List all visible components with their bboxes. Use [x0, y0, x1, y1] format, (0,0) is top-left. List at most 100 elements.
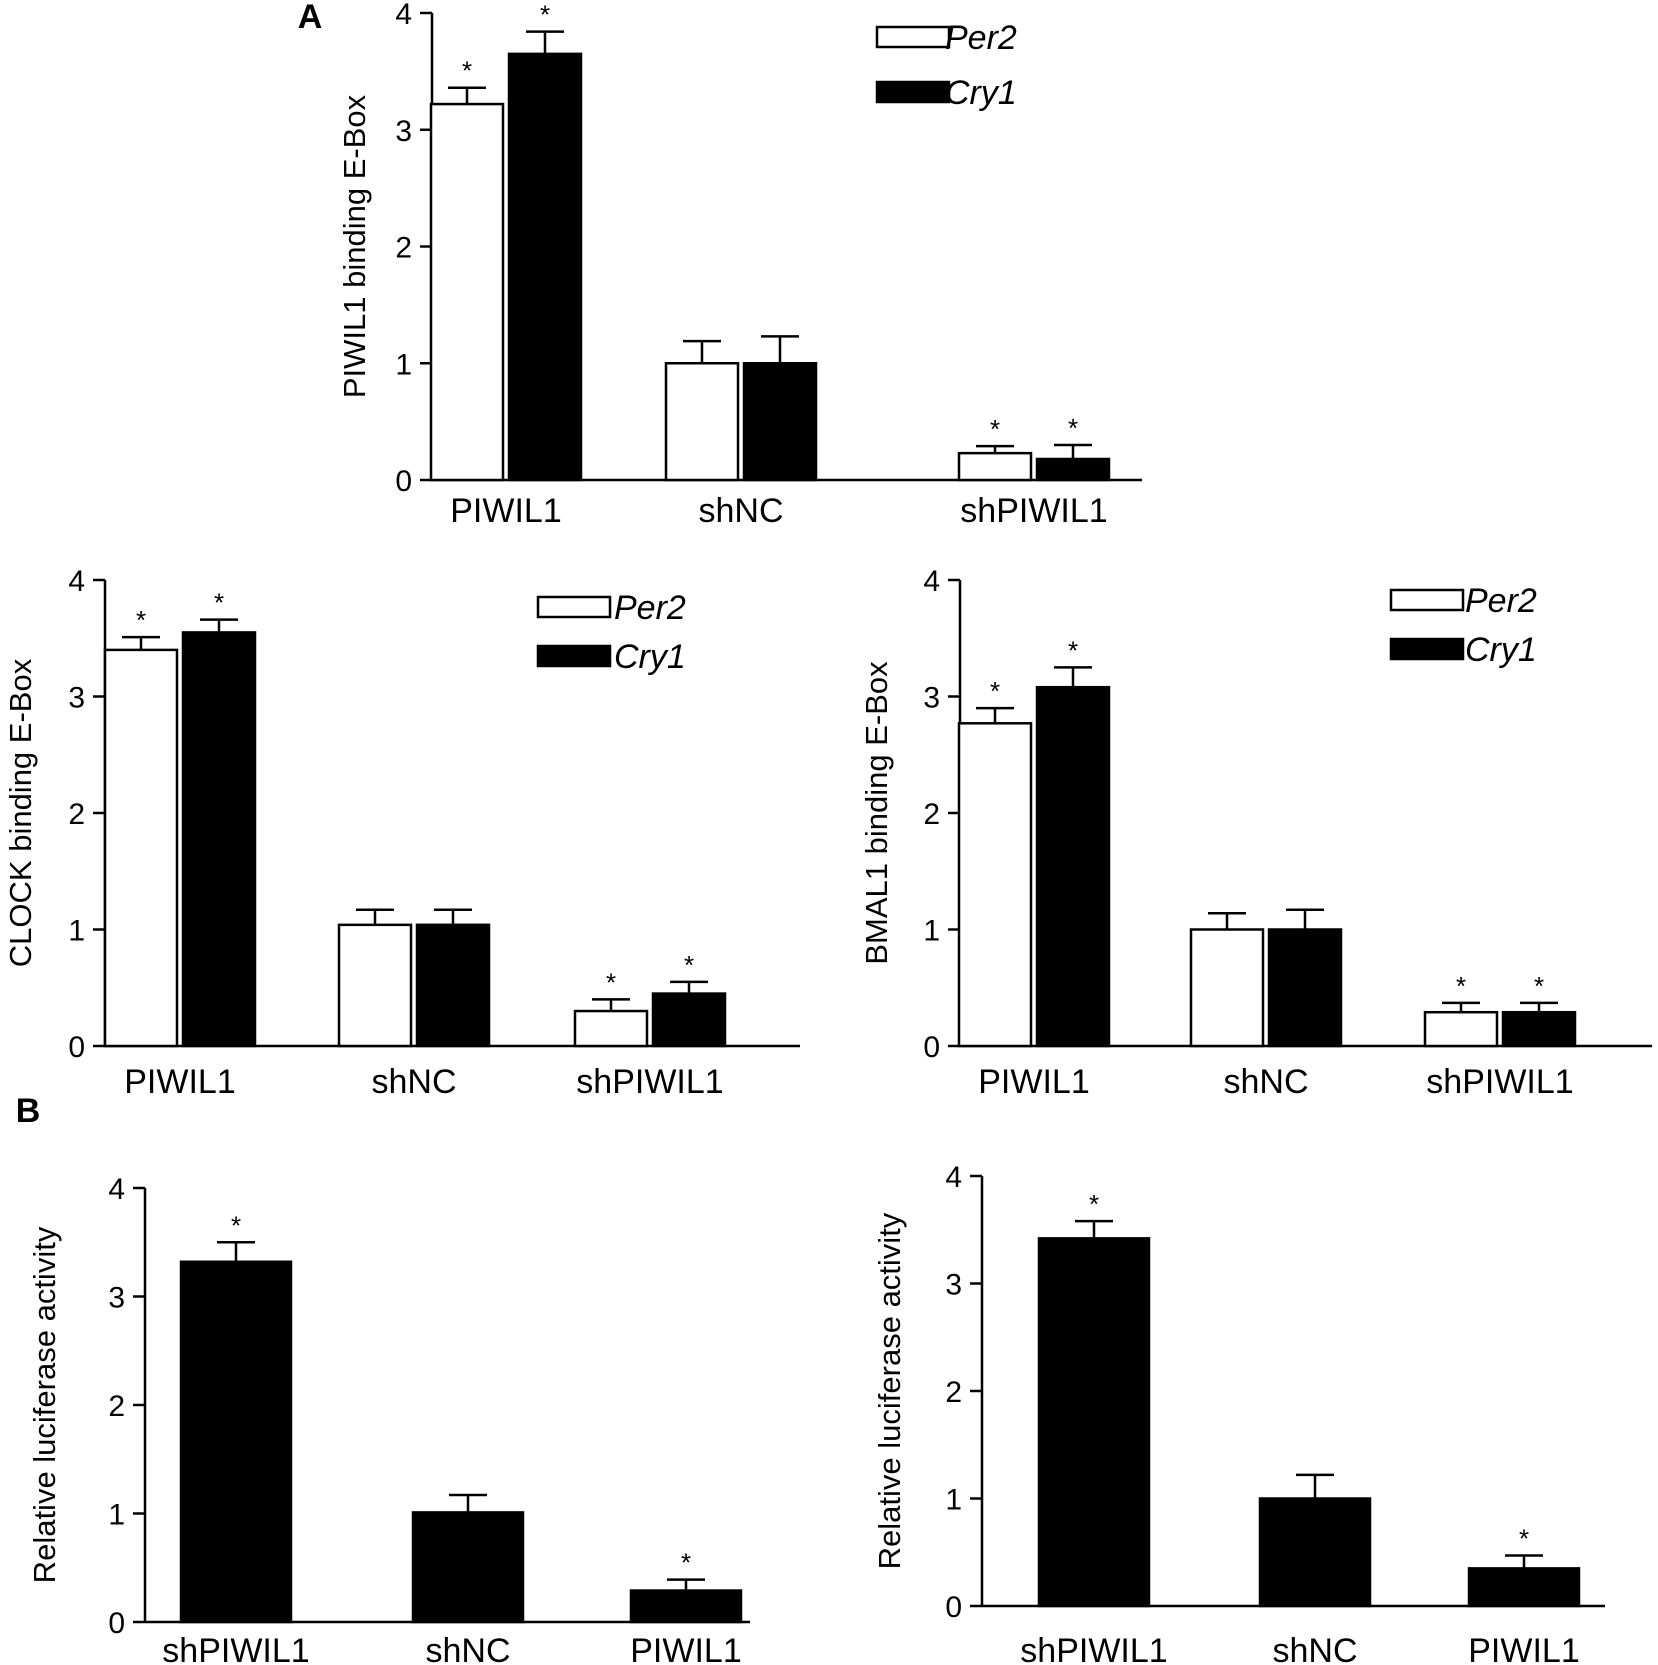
y-tick-label: 0	[395, 465, 412, 498]
legend-label: Per2	[945, 19, 1017, 57]
legend: Per2 Cry1	[1389, 582, 1537, 669]
significance-marker: *	[1456, 971, 1466, 1001]
y-tick-label: 1	[395, 348, 412, 381]
x-tick-label: PIWIL1	[1468, 1632, 1579, 1665]
legend: Per2 Cry1	[875, 19, 1017, 112]
y-axis-label: BMAL1 binding E-Box	[859, 661, 894, 965]
significance-marker: *	[462, 56, 472, 86]
x-tick-label: shNC	[1272, 1632, 1357, 1665]
y-tick-label: 0	[108, 1607, 125, 1640]
legend-swatch	[1389, 588, 1465, 612]
bar	[411, 1511, 525, 1624]
x-tick-label: PIWIL1	[124, 1063, 235, 1101]
x-tick-label: shNC	[425, 1632, 510, 1665]
y-tick-label: 3	[395, 115, 412, 148]
significance-marker: *	[990, 676, 1000, 706]
bar	[103, 648, 179, 1048]
y-tick-label: 4	[945, 1161, 962, 1194]
bar	[629, 1589, 743, 1624]
significance-marker: *	[540, 0, 550, 30]
x-tick-label: shNC	[1223, 1063, 1308, 1101]
bar	[651, 992, 727, 1048]
bar	[181, 631, 257, 1048]
y-tick-label: 3	[68, 682, 85, 715]
bar	[742, 362, 818, 482]
significance-marker: *	[684, 950, 694, 980]
y-tick-label: 4	[923, 565, 940, 598]
significance-marker: *	[1534, 971, 1544, 1001]
significance-marker: *	[681, 1548, 691, 1578]
significance-marker: *	[1068, 635, 1078, 665]
x-tick-label: PIWIL1	[978, 1063, 1089, 1101]
y-tick-label: 2	[395, 232, 412, 265]
y-axis-label: Relative luciferase activity	[27, 1226, 62, 1583]
y-tick-label: 1	[923, 915, 940, 948]
legend-label: Cry1	[614, 638, 686, 676]
bar	[1035, 685, 1111, 1048]
legend: Per2 Cry1	[536, 589, 686, 676]
y-tick-label: 1	[945, 1484, 962, 1517]
significance-marker: *	[1068, 413, 1078, 443]
significance-marker: *	[214, 588, 224, 618]
bar	[1267, 928, 1343, 1048]
charts-group: 0 1 2 3 4 PIWIL1 binding E-Box * * PIWIL1 shNC * * s…	[3, 0, 1652, 1665]
chart-2: 0 1 2 3 4 CLOCK binding E-Box * * PIWIL1 shNC * * sh…	[3, 565, 800, 1101]
bar	[1467, 1567, 1581, 1608]
y-tick-label: 1	[68, 915, 85, 948]
bar	[507, 52, 583, 482]
significance-marker: *	[1519, 1523, 1529, 1553]
y-tick-label: 2	[923, 798, 940, 831]
bar	[429, 102, 505, 482]
y-axis-label: CLOCK binding E-Box	[3, 658, 38, 967]
bar	[1501, 1010, 1577, 1048]
y-tick-label: 0	[923, 1031, 940, 1064]
legend-label: Per2	[1465, 582, 1537, 620]
bar	[1037, 1237, 1151, 1608]
legend-label: Cry1	[945, 74, 1017, 112]
bar	[1423, 1010, 1499, 1048]
bar	[664, 362, 740, 482]
significance-marker: *	[990, 414, 1000, 444]
y-tick-label: 4	[395, 0, 412, 31]
x-tick-label: shPIWIL1	[1020, 1632, 1167, 1665]
bar	[1189, 928, 1265, 1048]
x-tick-label: shPIWIL1	[162, 1632, 309, 1665]
y-tick-label: 3	[923, 682, 940, 715]
y-tick-label: 0	[945, 1591, 962, 1624]
chart-5: 0 1 2 3 4 Relative luciferase activity * shPIWI…	[872, 1161, 1605, 1665]
bar	[573, 1009, 649, 1048]
bar	[957, 451, 1033, 482]
chart-4: 0 1 2 3 4 Relative luciferase activity * shPIWI…	[27, 1173, 750, 1665]
legend-swatch	[536, 644, 612, 668]
bar	[415, 923, 491, 1048]
legend-swatch	[1389, 637, 1465, 661]
legend-swatch	[875, 25, 951, 49]
y-tick-label: 2	[68, 798, 85, 831]
y-axis-label: Relative luciferase activity	[872, 1212, 907, 1569]
significance-marker: *	[1089, 1189, 1099, 1219]
y-tick-label: 4	[68, 565, 85, 598]
y-tick-label: 3	[945, 1269, 962, 1302]
x-tick-label: shPIWIL1	[576, 1063, 723, 1101]
y-tick-label: 3	[108, 1282, 125, 1315]
legend-label: Cry1	[1465, 631, 1537, 669]
legend-swatch	[536, 595, 612, 619]
x-tick-label: shNC	[698, 492, 783, 530]
significance-marker: *	[606, 967, 616, 997]
y-axis-label: PIWIL1 binding E-Box	[337, 94, 372, 398]
bar	[957, 722, 1033, 1048]
y-tick-label: 2	[108, 1390, 125, 1423]
bar	[337, 923, 413, 1048]
legend-swatch	[875, 80, 951, 104]
x-tick-label: shNC	[371, 1063, 456, 1101]
legend-label: Per2	[614, 589, 686, 627]
significance-marker: *	[136, 605, 146, 635]
x-tick-label: shPIWIL1	[1426, 1063, 1573, 1101]
y-tick-label: 0	[68, 1031, 85, 1064]
x-tick-label: shPIWIL1	[960, 492, 1107, 530]
y-tick-label: 4	[108, 1173, 125, 1206]
panel-label-b: B	[16, 1092, 41, 1130]
chart-1: 0 1 2 3 4 PIWIL1 binding E-Box * * PIWIL1 shNC * * s…	[337, 0, 1142, 530]
panel-label-a: A	[298, 0, 323, 36]
